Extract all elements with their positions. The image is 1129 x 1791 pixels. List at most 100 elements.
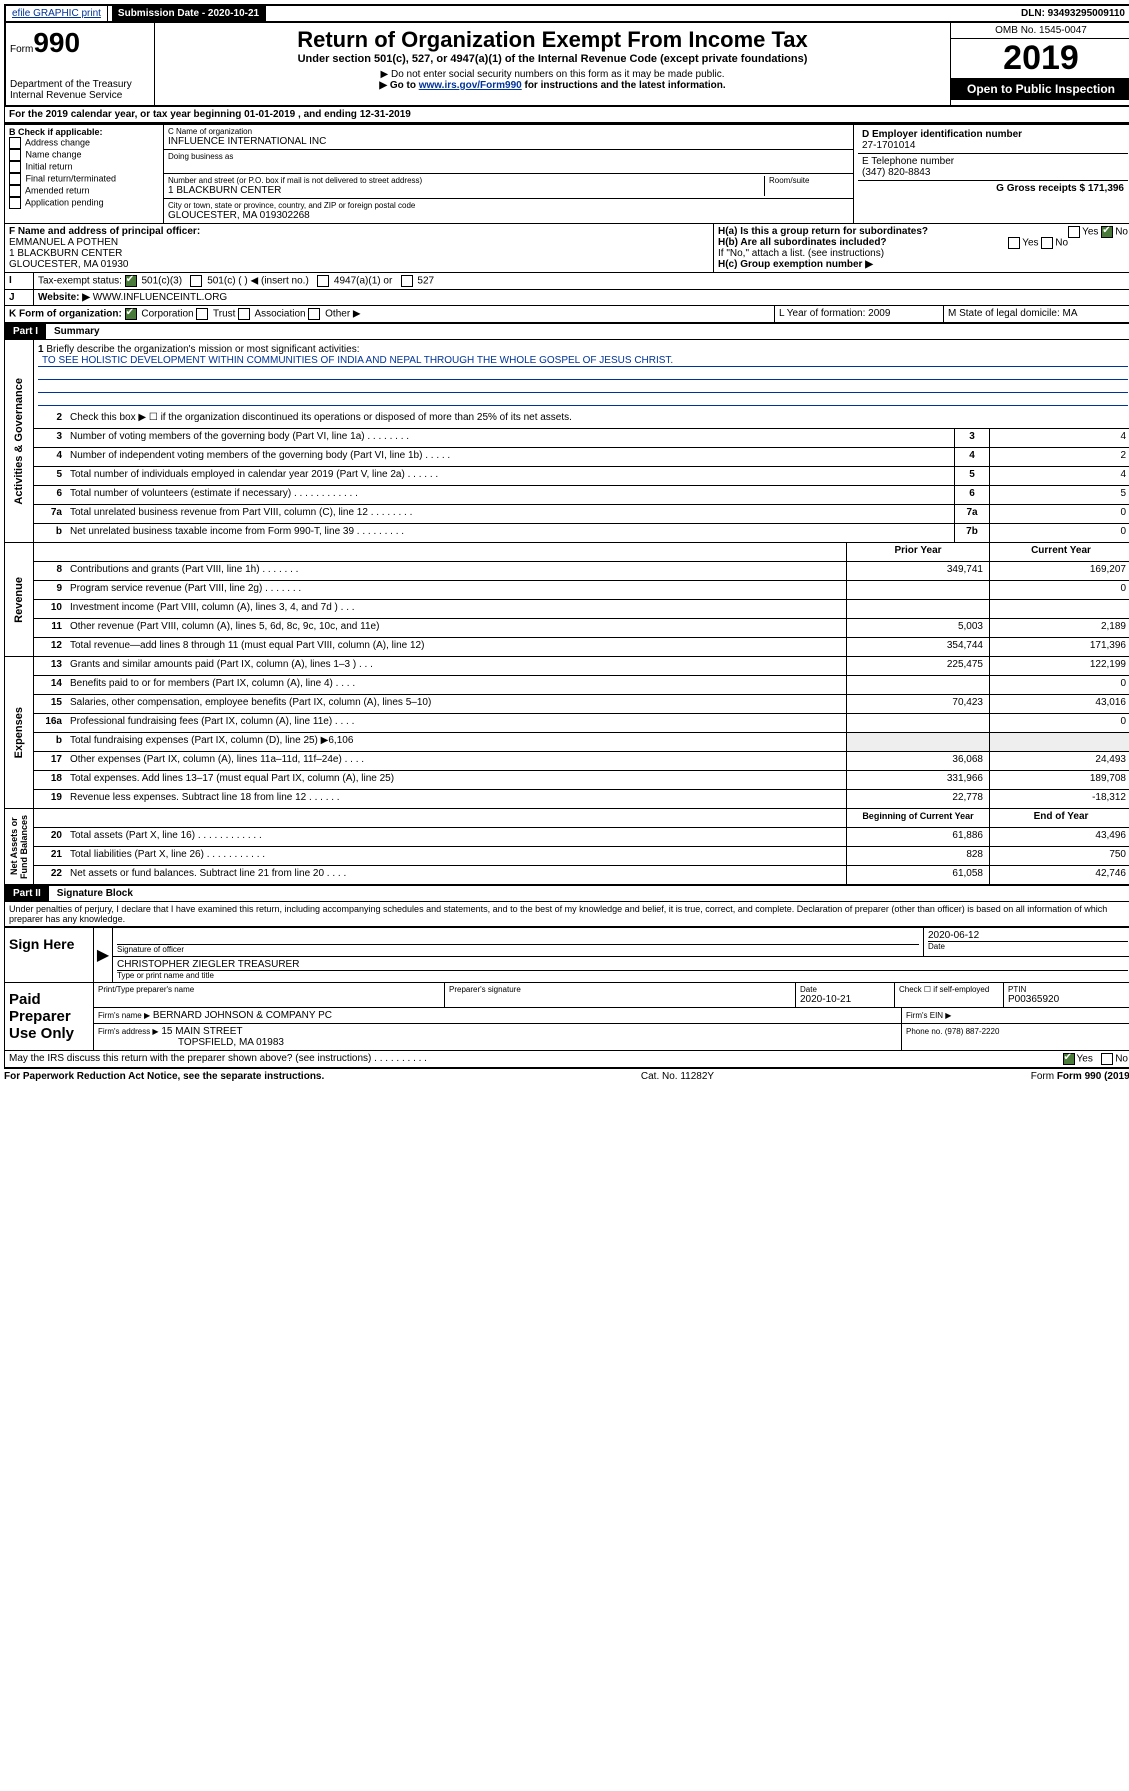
efile-label[interactable]: efile GRAPHIC print [6,6,108,21]
discuss-row: May the IRS discuss this return with the… [4,1051,1129,1068]
room-label: Room/suite [769,176,849,185]
501c3-checkbox[interactable] [125,275,137,287]
expenses-section: Expenses 13Grants and similar amounts pa… [4,657,1129,809]
top-bar: efile GRAPHIC print Submission Date - 20… [4,4,1129,23]
b-opt-3[interactable]: Final return/terminated [9,173,159,185]
trust-checkbox[interactable] [196,308,208,320]
addr-label: Number and street (or P.O. box if mail i… [168,176,764,185]
netassets-section: Net Assets or Fund Balances Beginning of… [4,809,1129,885]
form-header: Form990 Department of the Treasury Inter… [4,23,1129,107]
ha-row: H(a) Is this a group return for subordin… [718,226,1128,237]
form990-link[interactable]: www.irs.gov/Form990 [419,80,522,91]
527-checkbox[interactable] [401,275,413,287]
revenue-section: Revenue Prior YearCurrent Year 8Contribu… [4,543,1129,657]
form-note1: ▶ Do not enter social security numbers o… [163,69,942,80]
corp-checkbox[interactable] [125,308,137,320]
hb-row: H(b) Are all subordinates included? Yes … [718,237,1128,248]
governance-vlabel: Activities & Governance [11,374,27,509]
e-label: E Telephone number [862,156,1124,167]
dln-label: DLN: 93493295009110 [1015,6,1129,21]
discuss-yes-checkbox[interactable] [1063,1053,1075,1065]
b-opt-5[interactable]: Application pending [9,197,159,209]
firm-phone: Phone no. (978) 887-2220 [906,1027,999,1036]
d-label: D Employer identification number [862,129,1124,140]
open-public-badge: Open to Public Inspection [951,78,1129,100]
footer-left: For Paperwork Reduction Act Notice, see … [4,1071,324,1082]
officer-addr1: 1 BLACKBURN CENTER [9,248,709,259]
footer-row: For Paperwork Reduction Act Notice, see … [4,1068,1129,1082]
l4-value: 2 [989,448,1129,466]
form-title: Return of Organization Exempt From Incom… [163,27,942,53]
form-org-row: K Form of organization: Corporation Trus… [4,306,1129,323]
signer-name: CHRISTOPHER ZIEGLER TREASURER [117,959,1128,970]
l7a-value: 0 [989,505,1129,523]
irs-label: Internal Revenue Service [10,90,150,101]
l7b-value: 0 [989,524,1129,542]
officer-addr2: GLOUCESTER, MA 01930 [9,259,709,270]
governance-section: Activities & Governance 1 Briefly descri… [4,340,1129,543]
form-subtitle: Under section 501(c), 527, or 4947(a)(1)… [163,53,942,65]
mission-text: TO SEE HOLISTIC DEVELOPMENT WITHIN COMMU… [38,355,1128,367]
form-number: 990 [33,27,80,58]
website-row: J Website: ▶ WWW.INFLUENCEINTL.ORG [4,290,1129,306]
l3-value: 4 [989,429,1129,447]
l2-text: Check this box ▶ ☐ if the organization d… [66,410,1129,428]
org-name: INFLUENCE INTERNATIONAL INC [168,136,849,147]
discuss-no-checkbox[interactable] [1101,1053,1113,1065]
dba-label: Doing business as [168,152,849,161]
city-label: City or town, state or province, country… [168,201,849,210]
footer-center: Cat. No. 11282Y [641,1071,714,1082]
year-formation: L Year of formation: 2009 [775,306,944,322]
tax-period: For the 2019 calendar year, or tax year … [4,107,1129,123]
prior-year-header: Prior Year [846,543,989,561]
c-label: C Name of organization [168,127,849,136]
officer-name: EMMANUEL A POTHEN [9,237,709,248]
dept-label: Department of the Treasury [10,79,150,90]
firm-addr1: 15 MAIN STREET [161,1026,242,1037]
tax-exempt-row: I Tax-exempt status: 501(c)(3) 501(c) ( … [4,273,1129,290]
part2-header: Part II Signature Block [4,885,1129,902]
firm-addr2: TOPSFIELD, MA 01983 [98,1037,897,1048]
paid-preparer-section: Paid Preparer Use Only Print/Type prepar… [4,983,1129,1051]
b-label: B Check if applicable: [9,127,159,137]
b-opt-1[interactable]: Name change [9,149,159,161]
l1-label: Briefly describe the organization's miss… [46,344,359,355]
4947-checkbox[interactable] [317,275,329,287]
sign-arrow-icon: ▶ [94,928,113,982]
expenses-vlabel: Expenses [11,703,27,762]
assoc-checkbox[interactable] [238,308,250,320]
form-label: Form [10,44,33,55]
firm-name: BERNARD JOHNSON & COMPANY PC [153,1010,332,1021]
l5-value: 4 [989,467,1129,485]
submission-date: Submission Date - 2020-10-21 [112,6,266,21]
hb-note: If "No," attach a list. (see instruction… [718,248,1128,259]
revenue-vlabel: Revenue [11,573,27,627]
state-domicile: M State of legal domicile: MA [944,306,1129,322]
501c-checkbox[interactable] [190,275,202,287]
org-address: 1 BLACKBURN CENTER [168,185,764,196]
b-opt-0[interactable]: Address change [9,137,159,149]
phone-value: (347) 820-8843 [862,167,1124,178]
org-city: GLOUCESTER, MA 019302268 [168,210,849,221]
l6-value: 5 [989,486,1129,504]
ein-value: 27-1701014 [862,140,1124,151]
netassets-vlabel: Net Assets or Fund Balances [7,809,31,884]
other-checkbox[interactable] [308,308,320,320]
website-value: WWW.INFLUENCEINTL.ORG [93,292,227,303]
b-opt-4[interactable]: Amended return [9,185,159,197]
penalty-text: Under penalties of perjury, I declare th… [4,902,1129,927]
footer-right: Form Form 990 (2019) [1031,1071,1129,1082]
paid-preparer-label: Paid Preparer Use Only [5,983,94,1050]
sign-here-section: Sign Here ▶ Signature of officer 2020-06… [4,927,1129,983]
f-label: F Name and address of principal officer: [9,226,709,237]
officer-group-section: F Name and address of principal officer:… [4,224,1129,273]
current-year-header: Current Year [989,543,1129,561]
b-opt-2[interactable]: Initial return [9,161,159,173]
hc-label: H(c) Group exemption number ▶ [718,259,1128,270]
omb-number: OMB No. 1545-0047 [951,23,1129,39]
sign-here-label: Sign Here [5,928,94,982]
tax-year: 2019 [951,39,1129,78]
g-label: G Gross receipts $ 171,396 [862,183,1124,194]
part1-header: Part I Summary [4,323,1129,340]
identity-section: B Check if applicable: Address change Na… [4,123,1129,224]
